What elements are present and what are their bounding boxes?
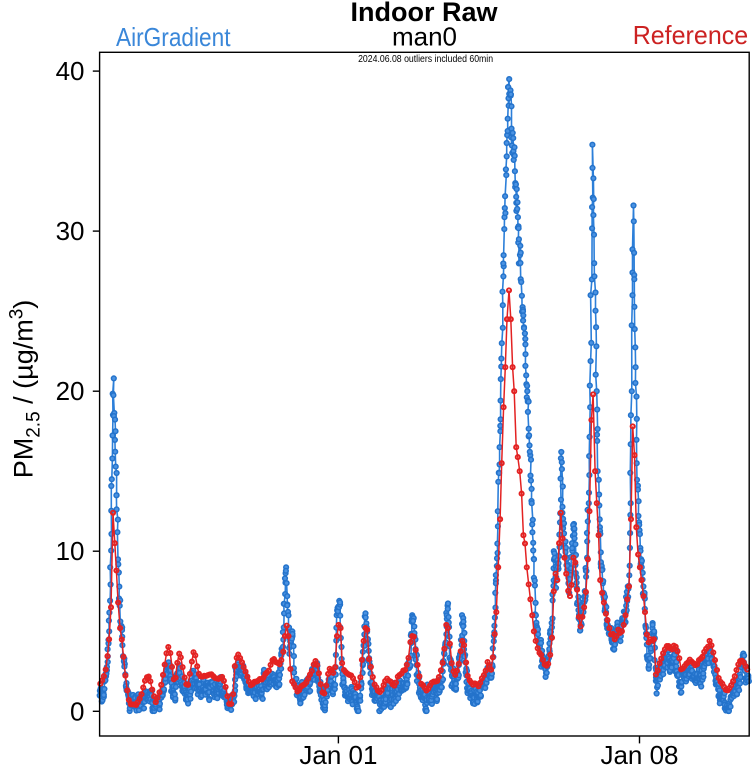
- svg-text:Jan 08: Jan 08: [600, 740, 678, 770]
- svg-text:40: 40: [56, 56, 85, 86]
- svg-text:20: 20: [56, 376, 85, 406]
- svg-text:0: 0: [70, 696, 84, 726]
- svg-text:Indoor Raw: Indoor Raw: [351, 0, 499, 27]
- svg-text:PM2.5 / (µg/m3): PM2.5 / (µg/m3): [7, 300, 45, 479]
- svg-text:AirGradient: AirGradient: [116, 22, 231, 52]
- svg-text:man0: man0: [392, 21, 457, 51]
- svg-text:30: 30: [56, 216, 85, 246]
- svg-text:10: 10: [56, 536, 85, 566]
- svg-text:2024.06.08 outliers included 6: 2024.06.08 outliers included 60min: [358, 54, 493, 65]
- svg-text:Reference: Reference: [633, 20, 749, 50]
- svg-text:Jan 01: Jan 01: [299, 740, 377, 770]
